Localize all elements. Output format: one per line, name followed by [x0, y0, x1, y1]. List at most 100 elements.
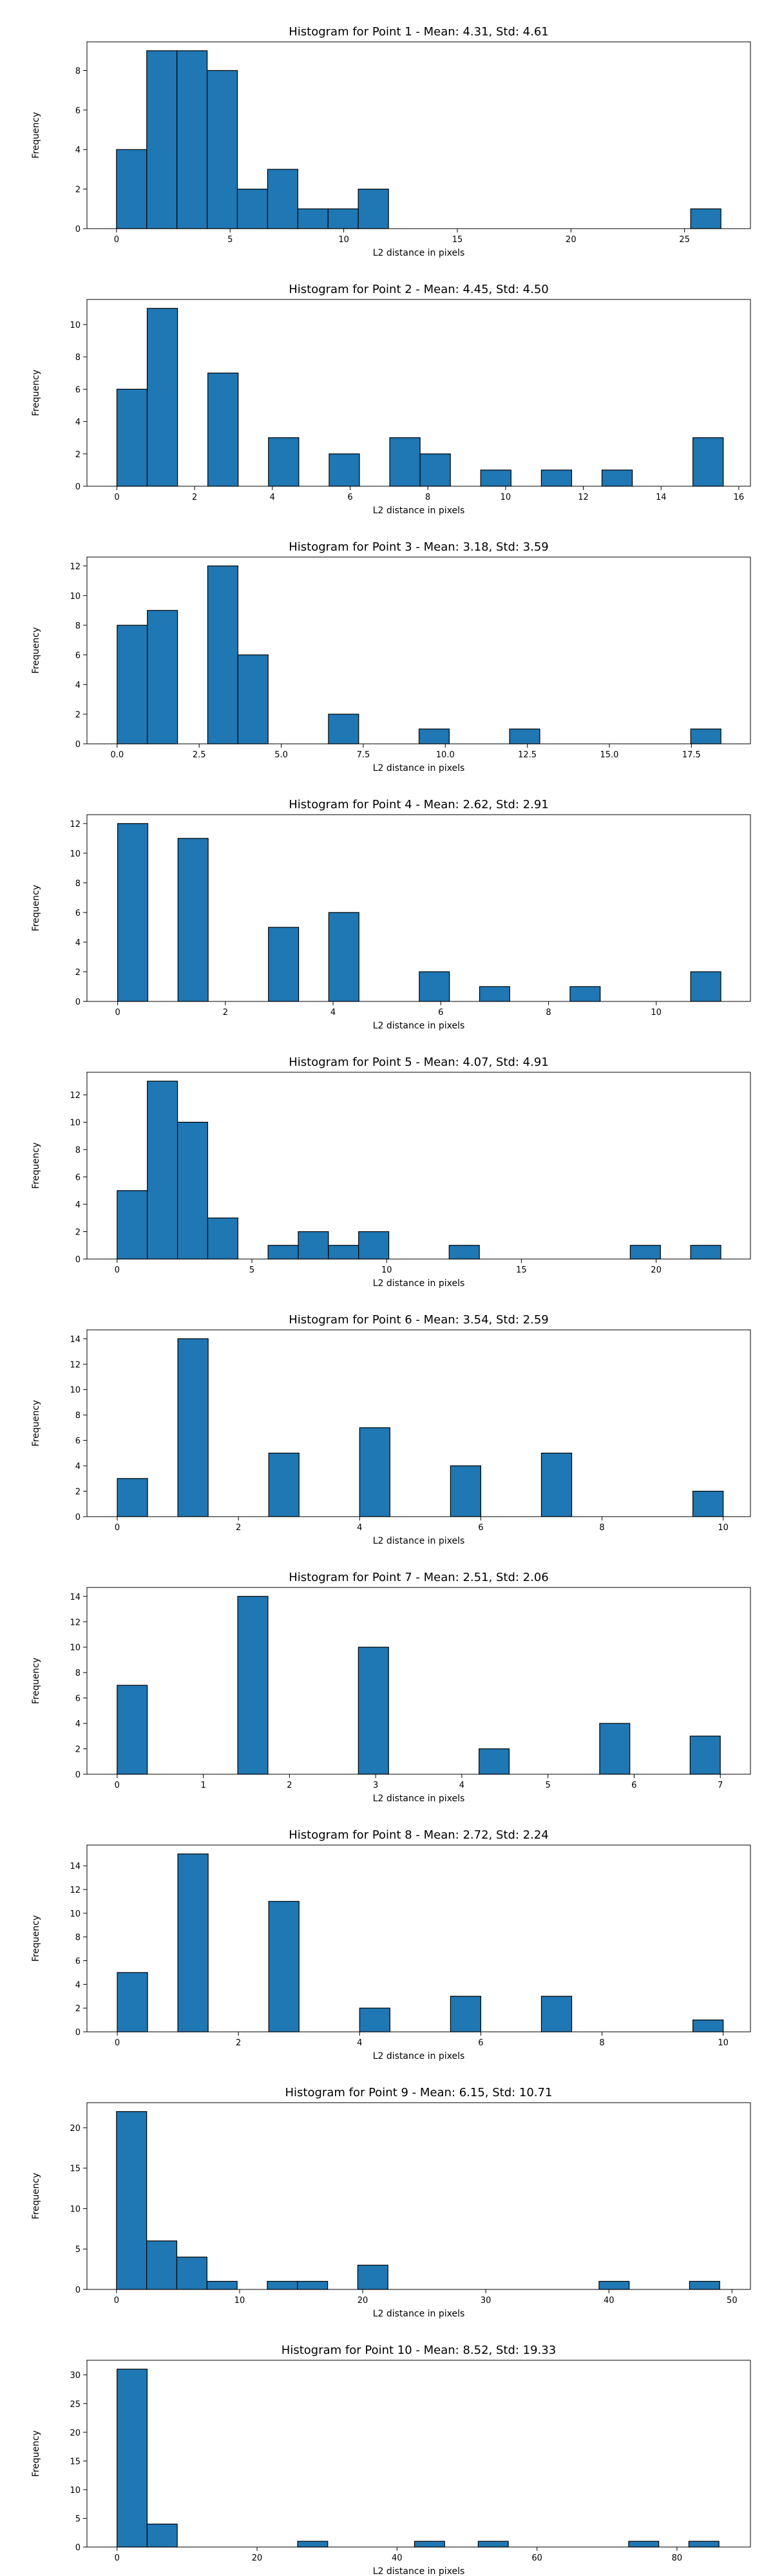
y-tick-label: 6: [75, 106, 81, 116]
histogram-bar: [477, 2541, 509, 2548]
y-tick-label: 0: [75, 2028, 81, 2038]
histogram-bar: [569, 986, 601, 1002]
x-tick-label: 20: [566, 235, 577, 245]
y-tick-label: 14: [70, 1335, 81, 1345]
histogram-bar: [598, 2280, 630, 2290]
y-tick-label: 6: [75, 1694, 81, 1704]
histogram-bar: [692, 437, 724, 487]
x-tick-label: 7: [718, 1781, 723, 1790]
x-tick-label: 60: [531, 2553, 542, 2563]
histogram-bar: [479, 986, 510, 1002]
x-tick-label: 10: [718, 1523, 729, 1533]
x-tick-label: 4: [330, 1008, 336, 1018]
y-tick-label: 8: [75, 1669, 81, 1678]
y-axis-label: Frequency: [31, 1915, 41, 1962]
x-tick-label: 0.0: [111, 750, 124, 760]
histogram-bar: [414, 2541, 445, 2548]
histogram-bar: [540, 1996, 573, 2032]
x-axis-label: L2 distance in pixels: [373, 248, 465, 258]
y-tick-label: 15: [70, 2457, 81, 2467]
histogram-bar: [298, 1231, 329, 1260]
histogram-panel-7: Histogram for Point 7 - Mean: 2.51, Std:…: [31, 1571, 751, 1804]
x-tick-label: 0: [115, 2038, 120, 2048]
x-tick-label: 6: [631, 1781, 636, 1790]
y-tick-label: 8: [75, 353, 81, 363]
histogram-bar: [117, 823, 149, 1002]
x-tick-label: 12: [578, 493, 589, 502]
y-axis-label: Frequency: [31, 1658, 41, 1704]
histogram-bar: [479, 1748, 510, 1775]
histogram-bar: [689, 1736, 721, 1775]
x-tick-label: 3: [373, 1781, 378, 1790]
histogram-panel-4: Histogram for Point 4 - Mean: 2.62, Std:…: [31, 798, 751, 1031]
histogram-bar: [267, 169, 298, 229]
histogram-bar: [177, 50, 208, 229]
histogram-bar: [117, 625, 148, 744]
x-axis-label: L2 distance in pixels: [373, 2566, 465, 2576]
y-tick-label: 10: [70, 1643, 81, 1653]
histogram-bar: [629, 1245, 661, 1260]
y-axis-label: Frequency: [31, 627, 41, 674]
x-tick-label: 2.5: [193, 750, 206, 760]
histogram-bar: [358, 1231, 390, 1260]
histogram-bar: [177, 1121, 209, 1260]
x-tick-label: 2: [223, 1008, 228, 1018]
histogram-bar: [117, 2369, 148, 2548]
histogram-panel-1: Histogram for Point 1 - Mean: 4.31, Std:…: [31, 25, 751, 258]
x-axis-label: L2 distance in pixels: [373, 1536, 465, 1546]
x-axis-label: L2 distance in pixels: [373, 1021, 465, 1031]
histogram-bar: [116, 388, 148, 487]
y-tick-label: 30: [70, 2371, 81, 2381]
plot-frame: [86, 2102, 751, 2290]
y-tick-label: 14: [70, 1862, 81, 1871]
y-tick-label: 6: [75, 909, 81, 918]
histogram-bar: [236, 189, 269, 229]
histogram-bar: [207, 1217, 238, 1260]
histogram-bar: [359, 2007, 390, 2032]
histogram-bar: [690, 208, 721, 229]
x-tick-label: 6: [478, 1523, 483, 1533]
x-tick-label: 0: [114, 235, 119, 245]
x-tick-label: 6: [438, 1008, 443, 1018]
y-tick-label: 14: [70, 1593, 81, 1602]
y-axis-label: Frequency: [31, 885, 41, 931]
histogram-bar: [117, 1478, 148, 1517]
x-axis-label: L2 distance in pixels: [373, 2309, 465, 2319]
chart-title: Histogram for Point 8 - Mean: 2.72, Std:…: [289, 1828, 549, 1842]
x-tick-label: 12.5: [518, 750, 537, 760]
y-tick-label: 5: [75, 2245, 81, 2255]
x-tick-label: 40: [392, 2553, 403, 2563]
histogram-bar: [147, 1081, 178, 1260]
x-axis-label: L2 distance in pixels: [373, 1278, 465, 1289]
y-tick-label: 0: [75, 2286, 81, 2295]
histogram-bar: [117, 1190, 148, 1260]
histogram-bar: [509, 728, 540, 744]
x-tick-label: 5: [249, 1265, 254, 1275]
histogram-bar: [206, 70, 238, 229]
y-tick-label: 2: [75, 1745, 81, 1755]
histogram-bar: [207, 372, 239, 487]
plot-frame: [86, 41, 751, 229]
y-tick-label: 4: [75, 1980, 81, 1990]
x-tick-label: 10: [234, 2296, 245, 2306]
y-tick-label: 0: [75, 740, 81, 750]
histogram-panel-8: Histogram for Point 8 - Mean: 2.72, Std:…: [31, 1828, 751, 2061]
y-axis-label: Frequency: [31, 370, 41, 416]
plot-frame: [86, 1072, 751, 1260]
histogram-bar: [690, 1245, 721, 1260]
plot-frame: [86, 1844, 751, 2032]
histogram-bar: [692, 2019, 724, 2032]
histogram-bar: [358, 189, 389, 229]
x-tick-label: 10: [651, 1008, 662, 1018]
x-axis-label: L2 distance in pixels: [373, 506, 465, 516]
x-tick-label: 6: [347, 493, 352, 502]
histogram-bar: [599, 1723, 631, 1775]
x-tick-label: 20: [358, 2296, 368, 2306]
y-tick-label: 0: [75, 998, 81, 1007]
histogram-bar: [692, 1490, 724, 1517]
histogram-bar: [268, 1452, 300, 1517]
x-tick-label: 4: [459, 1781, 464, 1790]
x-tick-label: 2: [236, 1523, 241, 1533]
x-tick-label: 40: [604, 2296, 615, 2306]
